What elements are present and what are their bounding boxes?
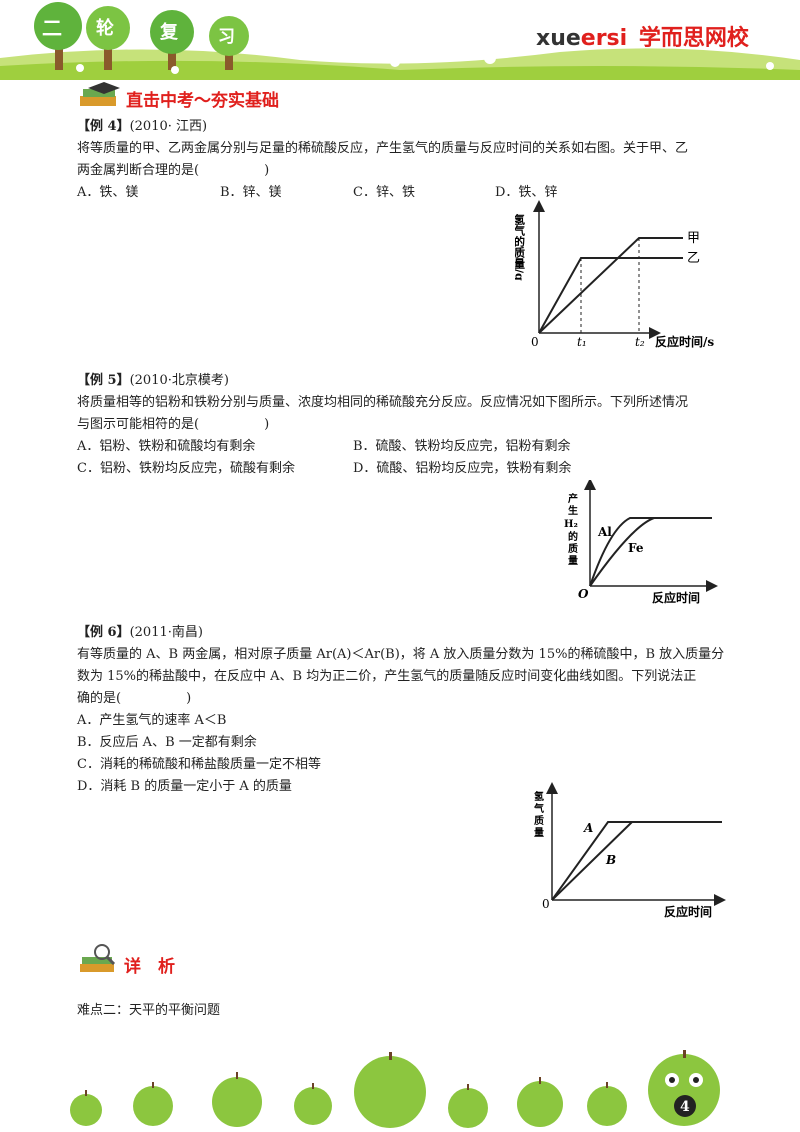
series-line-yi	[538, 257, 683, 334]
page-number: 4	[680, 1099, 690, 1115]
origin-label: 0	[542, 897, 550, 911]
books-icon	[80, 82, 120, 106]
y-axis-label-char: 质	[568, 542, 578, 555]
example-source: (2010·北京模考)	[129, 373, 229, 388]
origin-label: O	[578, 587, 589, 601]
banner-char: 轮	[96, 18, 114, 39]
apple-icon	[133, 1082, 173, 1126]
option: B．反应后 A、B 一定都有剩余	[77, 735, 257, 750]
magnifier-books-icon	[80, 944, 116, 972]
question-text: 两金属判断合理的是( )	[77, 163, 270, 178]
question-text: 数为 15%的稀盐酸中，在反应中 A、B 均为正二价，产生氢气的质量随反应时间变…	[77, 669, 697, 684]
y-axis-label-char: 量	[568, 554, 578, 567]
origin-label: 0	[531, 335, 539, 349]
option: D．硫酸、铝粉均反应完，铁粉有剩余	[353, 461, 572, 476]
brand-latin-b: ersi	[580, 26, 628, 51]
apple-icon	[448, 1084, 488, 1128]
tick-label-t1: t₁	[577, 335, 587, 349]
series-label-jia: 甲	[687, 231, 700, 246]
y-axis-label-char: 气	[533, 802, 544, 815]
apple-icon	[517, 1077, 563, 1127]
banner-char: 习	[218, 27, 235, 47]
option: A．铁、镁	[77, 185, 139, 200]
banner-char: 二	[42, 16, 62, 40]
series-line-a	[551, 821, 722, 901]
chart-ex4: 甲 乙 0 t₁ t₂ 反应时间/s 氢气的质量/g	[515, 200, 714, 349]
example-label: 【例 6】	[77, 625, 130, 640]
tree-icon	[209, 16, 249, 70]
y-axis-label-char: 产	[568, 492, 578, 505]
example-label: 【例 5】	[77, 373, 130, 388]
subsection-text: 难点二：天平的平衡问题	[77, 1003, 221, 1018]
question-text: 确的是( )	[77, 691, 192, 706]
example-4-header: 【例 4】(2010· 江西)	[77, 116, 207, 138]
series-label-fe: Fe	[628, 541, 644, 555]
series-label-al: Al	[597, 525, 612, 539]
apple-icon	[70, 1090, 102, 1126]
y-axis-label-char: 生	[568, 504, 578, 517]
option: D．消耗 B 的质量一定小于 A 的质量	[77, 779, 292, 794]
y-axis-label-char: 量	[534, 826, 544, 839]
x-axis-label: 反应时间	[652, 590, 700, 605]
question-text: 将等质量的甲、乙两金属分别与足量的稀硫酸反应，产生氢气的质量与反应时间的关系如右…	[77, 141, 689, 156]
option: D．铁、锌	[495, 185, 558, 200]
section-title: 直击中考～夯实基础	[126, 91, 279, 111]
question-text: 有等质量的 A、B 两金属，相对原子质量 Ar(A)＜Ar(B)，将 A 放入质…	[77, 647, 725, 662]
tree-icon	[150, 10, 194, 70]
series-line-fe	[589, 517, 655, 587]
y-axis-label-char: 的	[568, 530, 578, 543]
series-label-a: A	[583, 821, 593, 835]
brand-logo: xueersi 学而思网校	[536, 20, 749, 52]
apple-icon	[648, 1050, 720, 1126]
option: A．产生氢气的速率 A＜B	[77, 713, 227, 728]
section-title: 详 析	[124, 957, 175, 977]
option: A．铝粉、铁粉和硫酸均有剩余	[77, 439, 256, 454]
brand-cn: 学而思网校	[638, 26, 749, 51]
example-6-header: 【例 6】(2011·南昌)	[77, 622, 203, 644]
tree-icon	[34, 2, 82, 70]
option: B．锌、镁	[220, 185, 282, 200]
apple-icon	[294, 1083, 332, 1125]
example-label: 【例 4】	[77, 119, 130, 134]
x-axis-label: 反应时间	[664, 904, 712, 919]
tick-label-t2: t₂	[635, 335, 645, 349]
series-label-b: B	[605, 853, 616, 867]
header-banner: 二 轮 复 习 xueersi 学而思网校	[0, 0, 800, 80]
question-text: 将质量相等的铝粉和铁粉分别与质量、浓度均相同的稀硫酸充分反应。反应情况如下图所示…	[77, 395, 689, 410]
banner-decoration	[0, 0, 800, 80]
option: C．消耗的稀硫酸和稀盐酸质量一定不相等	[77, 757, 321, 772]
example-source: (2010· 江西)	[129, 119, 208, 134]
brand-latin-a: xue	[536, 26, 581, 51]
series-line-jia	[538, 237, 683, 334]
banner-char: 复	[160, 22, 178, 43]
apple-icon	[587, 1082, 627, 1126]
question-text: 与图示可能相符的是( )	[77, 417, 270, 432]
option: C．铝粉、铁粉均反应完，硫酸有剩余	[77, 461, 295, 476]
tree-icon	[86, 6, 130, 70]
y-axis-label-char: 质	[534, 814, 544, 827]
y-axis-label-char: 氢	[534, 790, 544, 803]
y-axis-label: 氢气的质量/g	[515, 213, 526, 281]
apple-icon	[354, 1052, 426, 1128]
series-label-yi: 乙	[687, 251, 700, 266]
example-source: (2011·南昌)	[129, 625, 203, 640]
apple-icon	[212, 1072, 262, 1127]
y-axis-label-char: H₂	[564, 519, 578, 530]
option: C．锌、铁	[353, 185, 415, 200]
chart-ex6: A B 0 反应时间 氢 气 质 量	[533, 782, 726, 919]
x-axis-label: 反应时间/s	[655, 334, 714, 349]
series-line-al	[589, 517, 712, 587]
chart-ex5: Al Fe O 反应时间 产 生 H₂ 的 质 量	[564, 480, 718, 605]
footer-decoration: 4	[70, 1050, 720, 1128]
option: B．硫酸、铁粉均反应完，铝粉有剩余	[353, 439, 571, 454]
series-line-b	[551, 821, 633, 901]
example-5-header: 【例 5】(2010·北京模考)	[77, 370, 229, 392]
